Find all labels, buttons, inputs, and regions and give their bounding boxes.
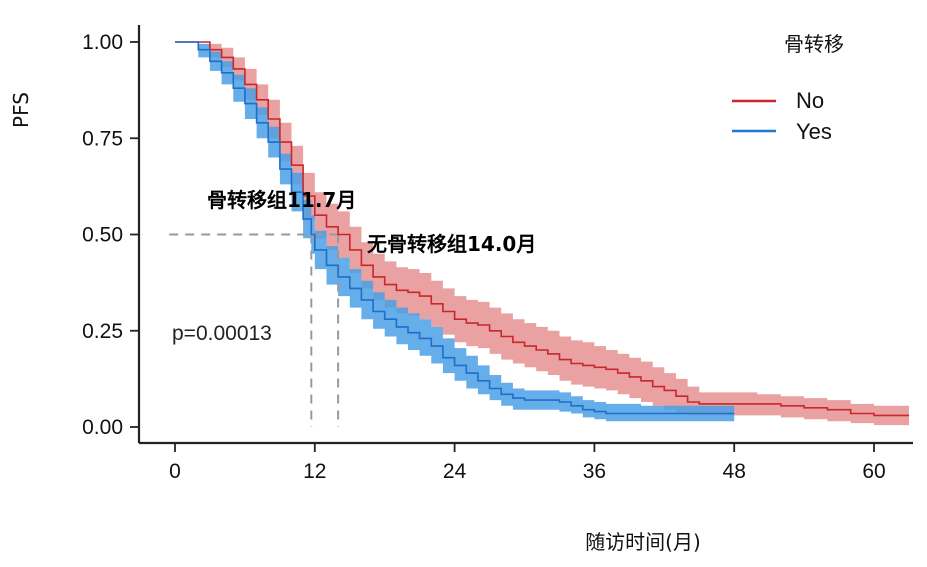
y-axis-ticks: 0.00 0.25 0.50 0.75 1.00 [82, 31, 139, 439]
ci-band-yes [175, 42, 735, 422]
legend-label-yes: Yes [796, 119, 832, 144]
y-tick-label: 0.75 [82, 127, 123, 150]
annotation-median-bone-metastasis: 骨转移组11.7月 [207, 188, 356, 212]
y-tick-label: 0.00 [82, 416, 123, 439]
x-tick-label: 24 [443, 460, 467, 483]
survival-curves [175, 41, 909, 417]
annotation-median-no-bone-metastasis: 无骨转移组14.0月 [367, 232, 536, 256]
y-tick-label: 0.50 [82, 224, 123, 247]
survival-curve-yes [175, 41, 735, 415]
x-tick-label: 60 [862, 460, 885, 483]
x-axis-title: 随访时间(月) [585, 530, 701, 554]
legend-label-no: No [796, 88, 824, 113]
y-axis-title: PFS [9, 92, 33, 128]
x-axis-ticks: 0 12 24 36 48 60 [169, 443, 886, 483]
legend: 骨转移 No Yes [732, 32, 844, 144]
legend-title: 骨转移 [784, 32, 844, 56]
x-tick-label: 48 [723, 460, 746, 483]
x-tick-label: 36 [583, 460, 606, 483]
survival-curve-no [175, 41, 909, 417]
x-tick-label: 12 [303, 460, 326, 483]
annotation-p-value: p=0.00013 [172, 322, 272, 345]
y-tick-label: 0.25 [82, 320, 123, 343]
x-tick-label: 0 [169, 460, 181, 483]
y-tick-label: 1.00 [82, 31, 123, 54]
